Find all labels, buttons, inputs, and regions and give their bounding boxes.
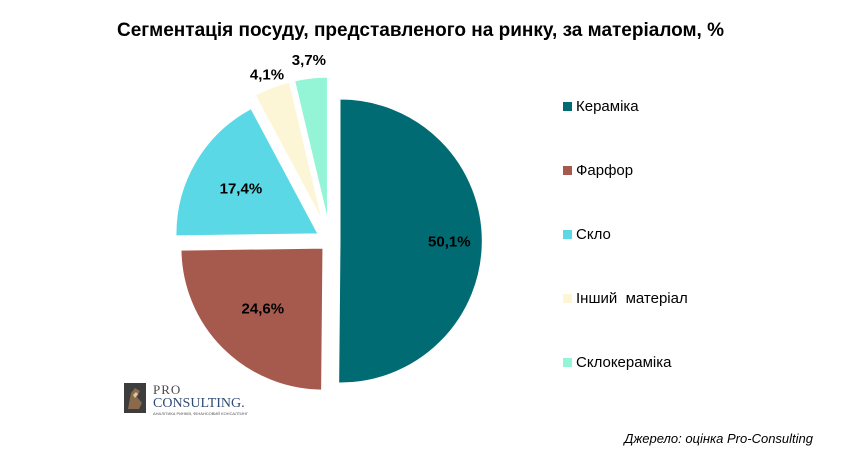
data-label-ceramics: 50,1% — [428, 234, 471, 251]
pro-consulting-logo: PRO CONSULTING. АНАЛІТИКА РИНКІВ, ФІНАНС… — [124, 383, 264, 419]
legend-swatch-glass-ceramics — [563, 357, 572, 367]
data-label-glass: 17,4% — [220, 180, 263, 197]
legend-item-other: Інший матеріал — [563, 288, 688, 308]
legend-label-glass-ceramics: Склокераміка — [576, 353, 672, 371]
legend-swatch-porcelain — [563, 165, 572, 175]
legend-swatch-other — [563, 293, 572, 303]
legend-label-porcelain: Фарфор — [576, 161, 634, 179]
pie-slice-other — [254, 81, 323, 221]
logo-emblem-icon — [124, 383, 146, 413]
legend-label-glass: Скло — [576, 225, 611, 243]
pie-slice-glass — [175, 107, 319, 237]
data-label-glass-ceramics: 3,7% — [292, 52, 326, 69]
logo-bottom-text: CONSULTING. — [153, 396, 245, 411]
logo-tagline: АНАЛІТИКА РИНКІВ, ФІНАНСОВИЙ КОНСАЛТИНГ — [153, 411, 249, 416]
legend-swatch-glass — [563, 229, 572, 239]
chart-title: Сегментація посуду, представленого на ри… — [116, 20, 725, 41]
pie-slice-glass-ceramics — [294, 76, 328, 220]
pie-slice-ceramics — [338, 98, 483, 384]
data-label-other: 4,1% — [250, 67, 284, 84]
source-note: Джерело: оцінка Pro-Consulting — [624, 431, 813, 446]
legend-label-other: Інший матеріал — [576, 289, 688, 307]
legend-item-porcelain: Фарфор — [563, 160, 633, 180]
legend-item-ceramics: Кераміка — [563, 96, 639, 116]
legend-item-glass: Скло — [563, 224, 611, 244]
legend-item-glass-ceramics: Склокераміка — [563, 352, 671, 372]
legend-label-ceramics: Кераміка — [576, 97, 639, 115]
logo-top-text: PRO — [153, 382, 182, 397]
data-label-porcelain: 24,6% — [242, 301, 285, 318]
legend-swatch-ceramics — [563, 101, 572, 111]
pie-slice-porcelain — [180, 247, 324, 391]
